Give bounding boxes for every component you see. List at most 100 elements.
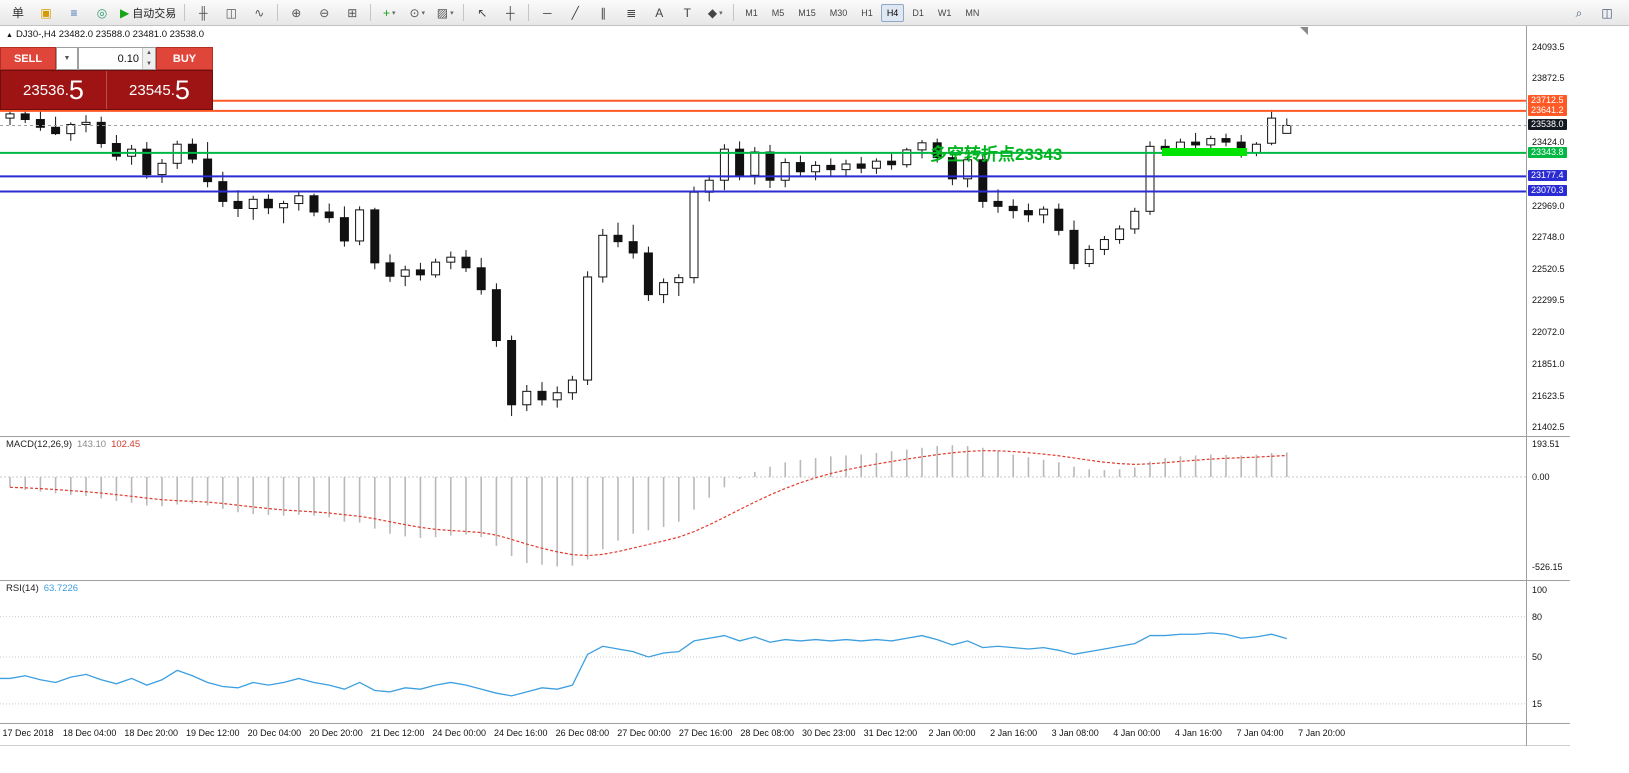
buy-button[interactable]: BUY [156,47,213,70]
timeframe-h4[interactable]: H4 [880,3,905,22]
timeframe-m5[interactable]: M5 [771,7,785,18]
time-axis-label: 2 Jan 00:00 [928,728,976,738]
candlestick-chart-icon: ◫ [225,5,237,20]
chevron-down-icon: ▾ [719,9,723,17]
buy-price-pips: 5 [174,74,190,105]
price-axis-label: 24093.5 [1532,42,1565,52]
line-chart-icon: ∿ [254,5,265,20]
toolbar-separator [277,4,279,21]
zoom-in-icon[interactable]: ⊕ [283,2,309,24]
candlestick-chart-icon[interactable]: ◫ [218,2,244,24]
price-axis-label: 21402.5 [1532,422,1565,432]
navigator-icon[interactable]: ◎ [89,2,115,24]
time-axis-label: 20 Dec 04:00 [247,728,302,738]
cursor-icon[interactable]: ↖ [469,2,495,24]
timeframe-w1[interactable]: W1 [937,7,952,18]
sell-price-pips: 5 [68,74,84,105]
fibonacci-icon[interactable]: ≣ [618,2,644,24]
panel-separator[interactable] [0,580,1570,581]
price-line-badge: 23641.2 [1528,104,1567,116]
indicators-icon: + [382,5,390,20]
timeframe-m1[interactable]: M1 [745,7,758,18]
search-icon[interactable]: ⌕ [1566,2,1592,24]
trade-panel-prices: 23536. 5 23545. 5 [0,70,213,110]
periods-icon: ⊙ [409,5,420,20]
timeframe-d1[interactable]: D1 [912,7,924,18]
expand-arrow-icon[interactable]: ▲ [6,32,13,39]
support-zone-highlight[interactable] [1162,148,1247,157]
rsi-axis-label: 50 [1532,652,1543,662]
volume-input[interactable]: 0.10 ▲ ▼ [78,47,156,70]
price-axis-label: 22072.0 [1532,327,1565,338]
templates-icon[interactable]: ▨ ▾ [432,2,458,24]
templates-icon: ▨ [436,5,449,20]
timeframe-mn[interactable]: MN [965,7,980,18]
time-axis-label: 20 Dec 20:00 [309,728,363,738]
price-axis-label: 22299.5 [1532,295,1565,306]
price-line-badge: 23070.3 [1528,185,1567,197]
arrows-icon[interactable]: ◆ ▾ [702,2,728,24]
tile-windows-icon[interactable]: ⊞ [339,2,365,24]
macd-axis-label: 0.00 [1532,472,1550,482]
chevron-down-icon: ▾ [450,9,454,17]
horizontal-line-icon[interactable]: ─ [534,2,560,24]
bar-chart-icon[interactable]: ╫ [190,2,216,24]
time-axis-label: 17 Dec 2018 [2,728,54,738]
text-icon[interactable]: A [646,2,672,24]
chart-canvas[interactable] [0,0,1570,746]
market-watch-icon: ≡ [70,5,78,20]
trendline-icon[interactable]: ╱ [562,2,588,24]
macd-axis-label: 193.51 [1532,438,1560,449]
line-chart-icon[interactable]: ∿ [246,2,272,24]
zoom-in-icon: ⊕ [291,5,302,20]
timeframe-h1[interactable]: H1 [861,7,873,18]
crosshair-icon[interactable]: ┼ [497,2,523,24]
zoom-out-icon[interactable]: ⊖ [311,2,337,24]
macd-indicator-label: MACD(12,26,9) 143.10 102.45 [6,439,140,450]
price-axis[interactable]: 24093.5 23872.5 23424.0 22969.0 22748.0 22520… [1527,0,1627,746]
new-chart-icon: ◫ [1601,5,1613,20]
price-axis-label: 21623.5 [1532,390,1565,401]
indicators-icon[interactable]: + ▾ [376,2,402,24]
time-axis[interactable]: 17 Dec 2018 18 Dec 04:00 18 Dec 20:00 19 De… [0,723,1570,745]
navigator-icon: ◎ [96,5,108,20]
rsi-line [0,632,1287,697]
time-axis-label: 31 Dec 12:00 [863,728,918,738]
panel-separator[interactable] [0,436,1570,437]
volume-increase-button[interactable]: ▲ [143,48,155,59]
time-axis-label: 19 Dec 12:00 [186,728,240,738]
chart-annotation-text[interactable]: 多空转折点23343 [930,145,1063,164]
volume-stepper: ▲ ▼ [142,48,155,69]
horizontal-line-icon: ─ [542,5,552,20]
sell-price-button[interactable]: 23536. 5 [1,71,107,109]
time-axis-label: 24 Dec 16:00 [494,728,548,738]
equidistant-channel-icon[interactable]: ∥ [590,2,616,24]
new-order-icon[interactable]: 单 [5,2,31,24]
chevron-down-icon: ▼ [63,55,71,62]
volume-value: 0.10 [117,52,139,65]
hlines-layer[interactable] [0,99,1526,193]
chevron-down-icon: ▾ [421,9,426,17]
main-toolbar: 单 ▣ ≡ ◎ ▶ 自动交易 ╫ ◫ ∿ ⊕ ⊖ ⊞ + ▾ ⊙ ▾ ▨ ▾ ↖ ┼ ─ ╱ ∥ ≣ A T ◆ ▾ M1 M5 M15 M3… [0,0,1629,26]
chart-shift-marker[interactable] [1300,27,1308,35]
buy-price-button[interactable]: 23545. 5 [107,71,212,109]
autotrading-button[interactable]: ▶ 自动交易 [117,2,179,24]
time-axis-label: 21 Dec 12:00 [370,728,425,738]
new-chart-icon[interactable]: ◫ [1594,2,1620,24]
market-watch-icon[interactable]: ≡ [61,2,87,24]
profiles-icon[interactable]: ▣ [33,2,59,24]
chart-ohlc-title: ▲ DJ30-,H4 23482.0 23588.0 23481.0 23538.… [6,29,204,40]
sell-button[interactable]: SELL [0,47,56,70]
label-icon: T [683,5,691,20]
periods-icon[interactable]: ⊙ ▾ [404,2,430,24]
macd-signal-line [9,450,1287,557]
timeframe-m15[interactable]: M15 [798,7,816,18]
macd-signal-value: 102.45 [111,439,141,450]
label-icon[interactable]: T [674,2,700,24]
timeframe-m30[interactable]: M30 [829,7,848,18]
profiles-icon: ▣ [40,5,52,20]
volume-decrease-button[interactable]: ▼ [143,58,155,69]
rsi-axis-label: 15 [1532,698,1543,709]
volume-dropdown[interactable]: ▼ [56,47,78,70]
